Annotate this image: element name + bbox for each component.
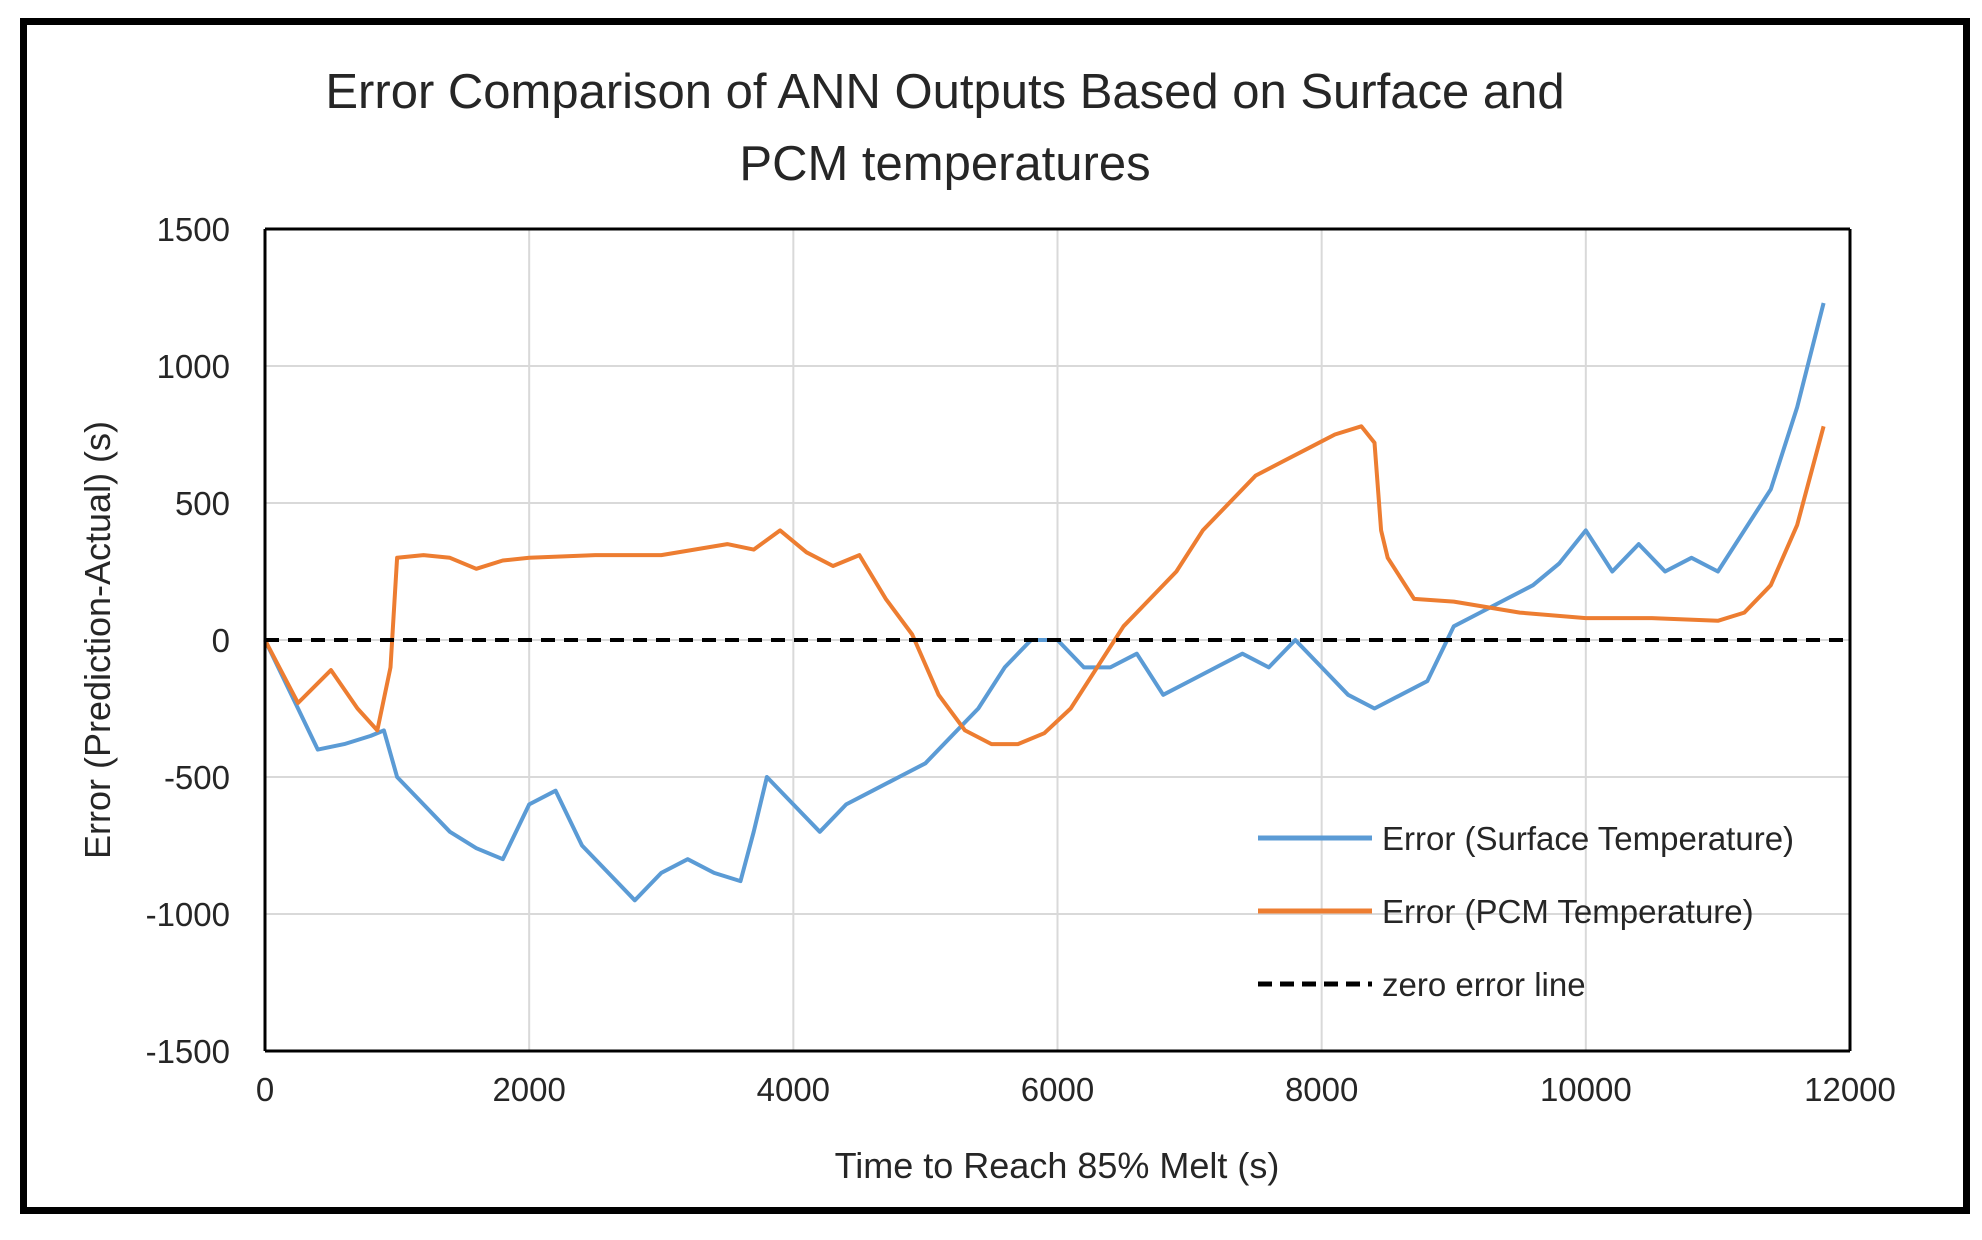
series-line-1	[263, 302, 1826, 903]
y-axis-label: Error (Prediction-Actual) (s)	[77, 421, 118, 859]
x-axis-label: Time to Reach 85% Melt (s)	[835, 1145, 1280, 1186]
x-tick-label-0: 0	[256, 1071, 274, 1108]
x-tick-label-4000: 4000	[757, 1071, 830, 1108]
chart-title-line-2: PCM temperatures	[739, 137, 1150, 191]
legend-label-3: zero error line	[1382, 966, 1586, 1003]
y-tick-label-500: 500	[175, 485, 230, 522]
y-tick-label-0: 0	[212, 622, 230, 659]
chart-title-line-1: Error Comparison of ANN Outputs Based on…	[325, 65, 1564, 119]
x-tick-label-10000: 10000	[1540, 1071, 1632, 1108]
x-tick-label-2000: 2000	[492, 1071, 565, 1108]
legend: Error (Surface Temperature) Error (PCM Te…	[1258, 820, 1794, 1003]
y-tick-label--1500: -1500	[146, 1033, 230, 1070]
x-tick-label-12000: 12000	[1804, 1071, 1896, 1108]
y-tick-label--1000: -1000	[146, 896, 230, 933]
axes	[263, 227, 1852, 1053]
gridlines	[265, 228, 1850, 1051]
series-line-2	[263, 424, 1826, 747]
y-tick-label-1000: 1000	[157, 348, 230, 385]
series-lines	[263, 302, 1850, 903]
y-tick-label-1500: 1500	[157, 211, 230, 248]
legend-label-2: Error (PCM Temperature)	[1382, 893, 1754, 930]
legend-label-1: Error (Surface Temperature)	[1382, 820, 1794, 857]
x-tick-label-6000: 6000	[1021, 1071, 1094, 1108]
x-tick-label-8000: 8000	[1285, 1071, 1358, 1108]
y-tick-label--500: -500	[164, 759, 230, 796]
chart-frame	[20, 18, 1970, 1214]
tick-labels: 0 2000 4000 6000 8000 10000 12000-1500-1000-50…	[146, 211, 1896, 1108]
